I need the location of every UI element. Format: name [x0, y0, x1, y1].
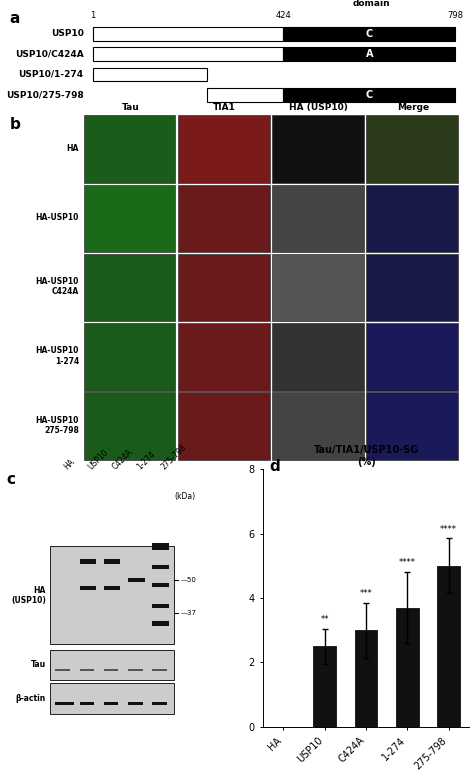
Text: —50: —50: [180, 577, 196, 583]
Bar: [80, 559, 96, 564]
Bar: [84, 254, 175, 321]
Text: HA-USP10
C424A: HA-USP10 C424A: [36, 277, 79, 296]
Text: Tau: Tau: [31, 660, 46, 670]
Text: A: A: [365, 49, 373, 59]
Bar: [152, 565, 169, 570]
Bar: [355, 630, 377, 727]
Bar: [50, 546, 174, 644]
Bar: [104, 586, 120, 590]
Title: Tau/TIA1/USP10-SG
(%): Tau/TIA1/USP10-SG (%): [313, 445, 419, 467]
Bar: [396, 608, 419, 727]
Bar: [80, 669, 94, 671]
Bar: [272, 323, 364, 390]
Text: —37: —37: [180, 611, 196, 616]
Bar: [366, 116, 457, 183]
Text: d: d: [269, 459, 280, 474]
Bar: [283, 27, 456, 40]
Text: C424A: C424A: [111, 448, 135, 472]
Text: 798: 798: [447, 12, 463, 20]
Bar: [272, 116, 364, 183]
Text: Deubiquitinase
domain: Deubiquitinase domain: [333, 0, 410, 8]
Text: Merge: Merge: [397, 103, 429, 112]
Text: ***: ***: [360, 589, 373, 598]
Bar: [84, 185, 175, 252]
Bar: [366, 185, 457, 252]
Bar: [80, 702, 94, 705]
Bar: [128, 669, 143, 671]
Bar: [128, 578, 145, 582]
Bar: [437, 566, 460, 727]
Bar: [93, 27, 283, 40]
Text: USP10: USP10: [87, 448, 110, 472]
Bar: [80, 586, 96, 590]
Bar: [50, 650, 174, 681]
Text: Tau: Tau: [122, 103, 140, 112]
Bar: [128, 702, 143, 705]
Text: 1-274: 1-274: [135, 450, 157, 472]
Text: C: C: [366, 29, 373, 39]
Bar: [152, 583, 169, 587]
Bar: [152, 702, 167, 705]
Bar: [84, 116, 175, 183]
Text: USP10/C424A: USP10/C424A: [15, 50, 84, 59]
Text: HA-USP10
1-274: HA-USP10 1-274: [36, 346, 79, 365]
Bar: [55, 702, 74, 705]
Text: ****: ****: [440, 525, 457, 534]
Text: HA-USP10: HA-USP10: [36, 213, 79, 222]
Text: HA-USP10
275-798: HA-USP10 275-798: [36, 416, 79, 435]
Bar: [283, 88, 456, 102]
Bar: [93, 47, 283, 61]
Bar: [104, 669, 118, 671]
Bar: [366, 323, 457, 390]
Bar: [152, 604, 169, 608]
Text: HA: HA: [63, 458, 77, 472]
Bar: [272, 393, 364, 460]
Text: 424: 424: [275, 12, 292, 20]
Bar: [152, 622, 169, 626]
Text: (kDa): (kDa): [174, 492, 195, 501]
Bar: [152, 669, 167, 671]
Bar: [84, 393, 175, 460]
Bar: [178, 116, 270, 183]
Bar: [366, 254, 457, 321]
Text: USP10: USP10: [51, 29, 84, 38]
Bar: [152, 543, 169, 549]
Bar: [104, 559, 120, 564]
Text: b: b: [9, 117, 20, 132]
Text: USP10/275-798: USP10/275-798: [6, 90, 84, 99]
Bar: [272, 185, 364, 252]
Text: **: **: [320, 615, 329, 624]
Bar: [178, 393, 270, 460]
Bar: [178, 323, 270, 390]
Bar: [313, 646, 336, 727]
Bar: [93, 68, 207, 81]
Bar: [366, 393, 457, 460]
Text: ****: ****: [399, 559, 416, 567]
Text: TIA1: TIA1: [213, 103, 236, 112]
Text: a: a: [9, 11, 20, 26]
Text: 1: 1: [91, 12, 96, 20]
Text: C: C: [366, 90, 373, 100]
Bar: [50, 683, 174, 714]
Bar: [104, 702, 118, 705]
Text: HA
(USP10): HA (USP10): [11, 586, 46, 605]
Bar: [55, 669, 70, 671]
Text: β-actin: β-actin: [16, 694, 46, 703]
Bar: [84, 323, 175, 390]
Text: HA (USP10): HA (USP10): [290, 103, 348, 112]
Bar: [283, 47, 456, 61]
Text: c: c: [7, 472, 16, 487]
Bar: [178, 185, 270, 252]
Text: USP10/1-274: USP10/1-274: [18, 70, 84, 79]
Text: 275-798: 275-798: [160, 443, 188, 472]
Bar: [178, 254, 270, 321]
Bar: [207, 88, 283, 102]
Text: HA: HA: [67, 144, 79, 153]
Bar: [272, 254, 364, 321]
